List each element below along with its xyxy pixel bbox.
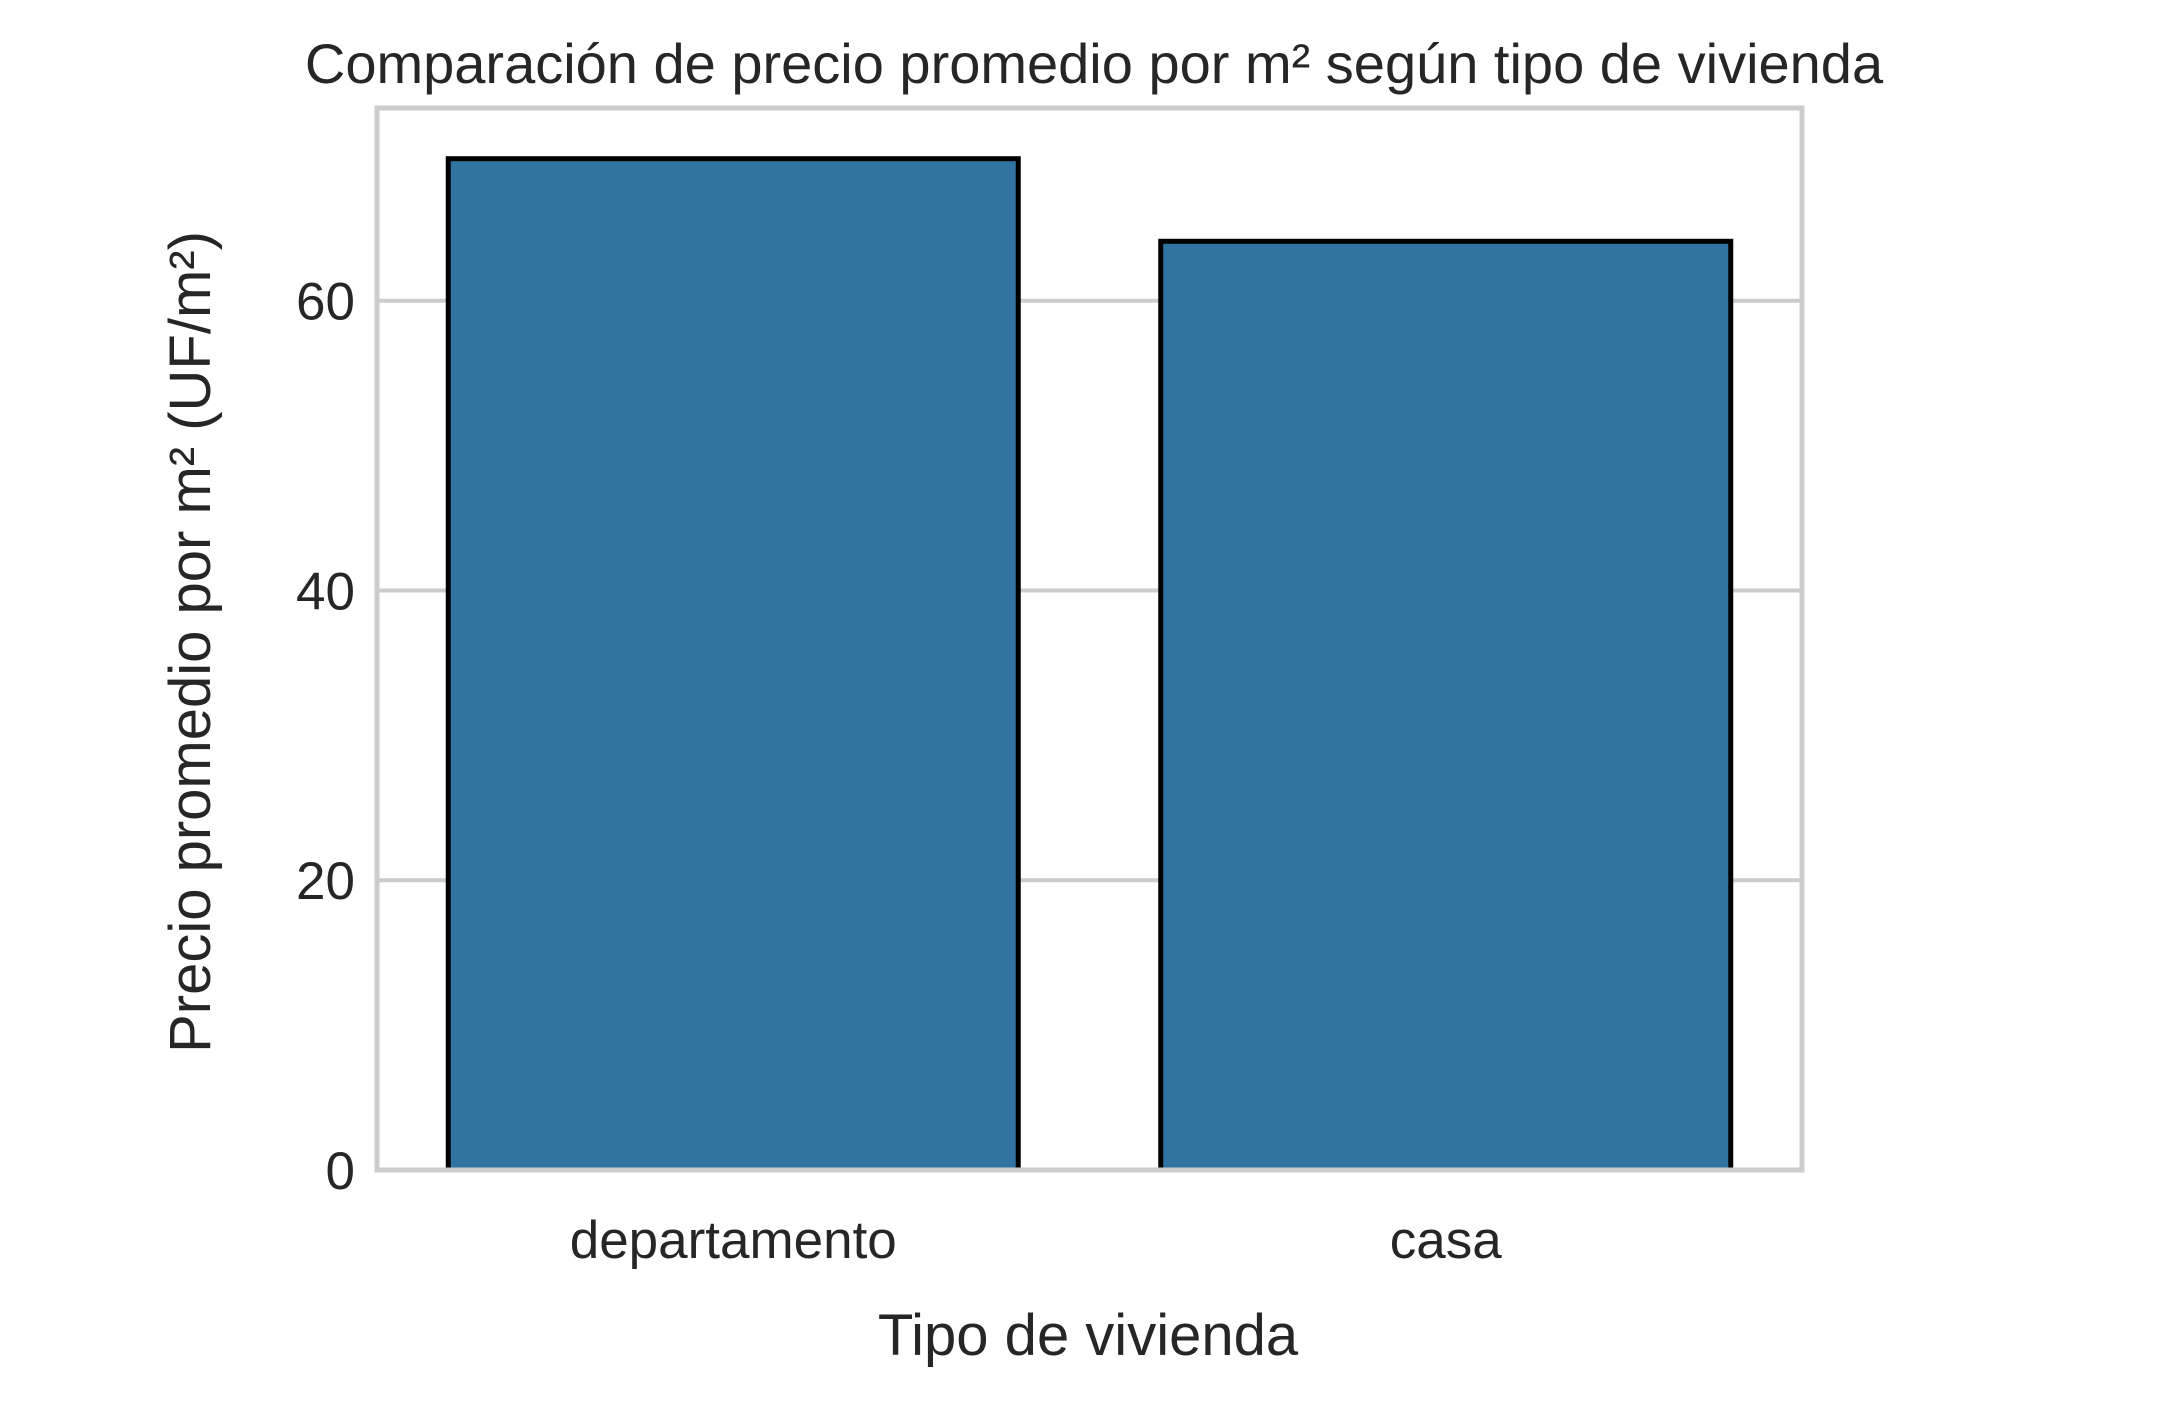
y-tick-label: 60 <box>296 273 355 332</box>
bar-casa <box>1158 238 1734 1173</box>
chart-title: Comparación de precio promedio por m² se… <box>305 32 1884 95</box>
y-tick-label: 0 <box>326 1142 355 1201</box>
bars <box>445 156 1734 1173</box>
x-tick-label-casa: casa <box>1390 1211 1502 1270</box>
bar-departamento <box>445 156 1021 1173</box>
y-axis-label: Precio promedio por m² (UF/m²) <box>158 231 223 1053</box>
x-tick-label-departamento: departamento <box>570 1211 897 1270</box>
plot-frame <box>374 105 1805 1173</box>
x-axis-label: Tipo de vivienda <box>878 1303 1299 1368</box>
x-tick-labels: departamento casa <box>570 1211 1503 1270</box>
y-tick-labels: 0 20 40 60 <box>296 273 355 1201</box>
y-tick-label: 20 <box>296 852 355 911</box>
y-tick-label: 40 <box>296 562 355 621</box>
